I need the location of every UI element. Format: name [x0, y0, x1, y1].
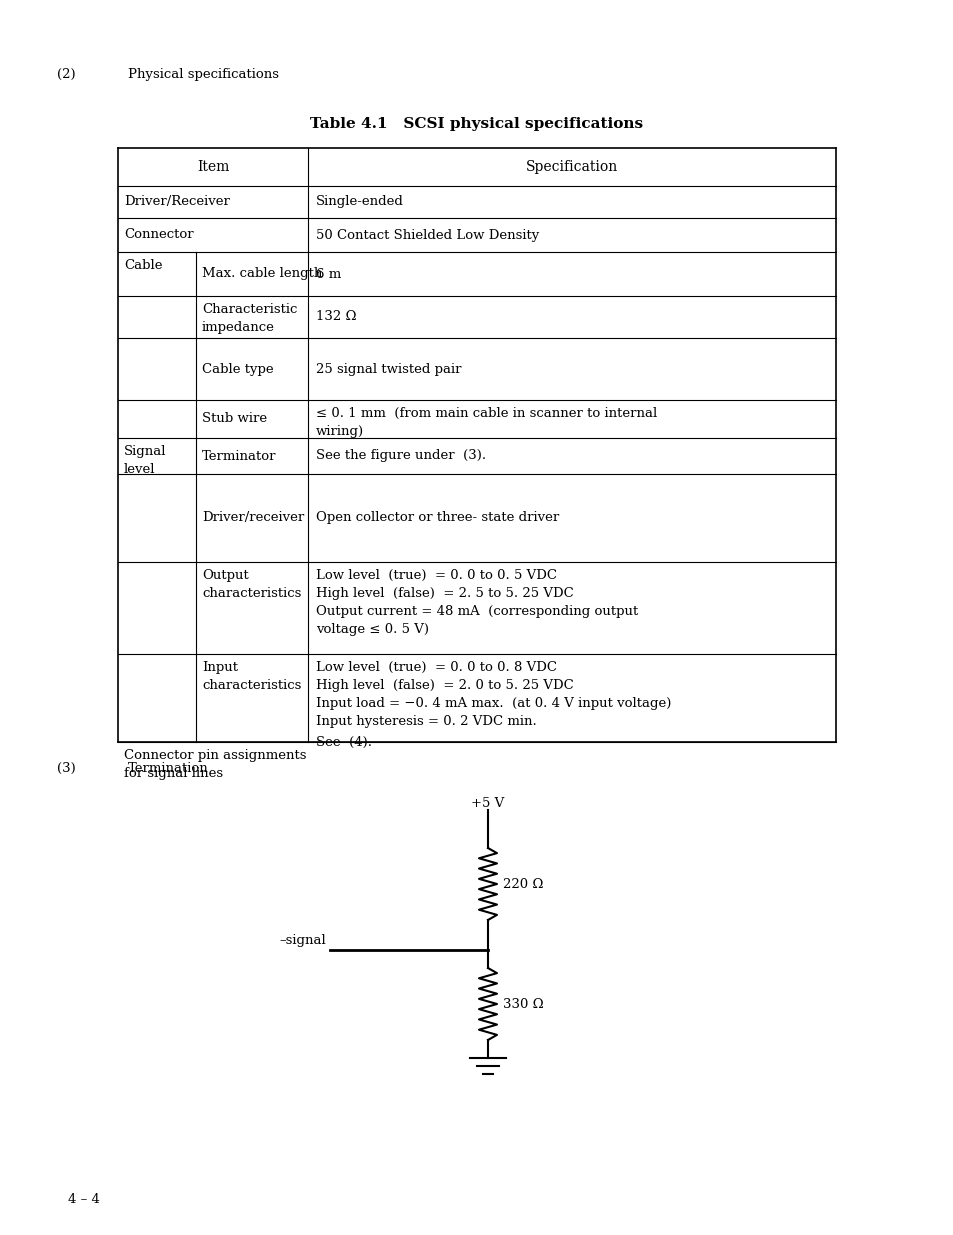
Text: ≤ 0. 1 mm  (from main cable in scanner to internal
wiring): ≤ 0. 1 mm (from main cable in scanner to… [315, 408, 657, 438]
Text: Low level  (true)  = 0. 0 to 0. 8 VDC
High level  (false)  = 2. 0 to 5. 25 VDC
I: Low level (true) = 0. 0 to 0. 8 VDC High… [315, 661, 671, 727]
Text: Table 4.1   SCSI physical specifications: Table 4.1 SCSI physical specifications [310, 117, 643, 131]
Text: 25 signal twisted pair: 25 signal twisted pair [315, 363, 461, 375]
Text: –signal: –signal [279, 934, 326, 947]
Text: Characteristic
impedance: Characteristic impedance [202, 303, 297, 333]
Text: Input
characteristics: Input characteristics [202, 661, 301, 692]
Text: Cable: Cable [124, 259, 162, 272]
Text: 132 Ω: 132 Ω [315, 310, 356, 324]
Text: Single-ended: Single-ended [315, 195, 403, 209]
Text: Signal
level: Signal level [124, 445, 167, 475]
Text: See  (4).: See (4). [315, 736, 372, 748]
Text: Connector: Connector [124, 228, 193, 242]
Text: 330 Ω: 330 Ω [502, 998, 543, 1010]
Text: Termination: Termination [128, 762, 209, 776]
Text: Output
characteristics: Output characteristics [202, 569, 301, 600]
Text: +5 V: +5 V [471, 797, 504, 810]
Text: Connector pin assignments
for signal lines: Connector pin assignments for signal lin… [124, 748, 306, 781]
Text: (2): (2) [57, 68, 75, 82]
Text: Driver/Receiver: Driver/Receiver [124, 195, 230, 209]
Text: See the figure under  (3).: See the figure under (3). [315, 450, 486, 462]
Text: 220 Ω: 220 Ω [502, 878, 543, 890]
Text: Item: Item [196, 161, 229, 174]
Text: 6 m: 6 m [315, 268, 341, 280]
Text: 50 Contact Shielded Low Density: 50 Contact Shielded Low Density [315, 228, 538, 242]
Text: Cable type: Cable type [202, 363, 274, 375]
Text: Max. cable length: Max. cable length [202, 268, 322, 280]
Text: (3): (3) [57, 762, 75, 776]
Text: Stub wire: Stub wire [202, 412, 267, 426]
Text: Terminator: Terminator [202, 450, 276, 462]
Text: Open collector or three- state driver: Open collector or three- state driver [315, 511, 558, 525]
Text: Specification: Specification [525, 161, 618, 174]
Text: Low level  (true)  = 0. 0 to 0. 5 VDC
High level  (false)  = 2. 5 to 5. 25 VDC
O: Low level (true) = 0. 0 to 0. 5 VDC High… [315, 569, 638, 636]
Text: 4 – 4: 4 – 4 [68, 1193, 100, 1207]
Text: Physical specifications: Physical specifications [128, 68, 278, 82]
Text: Driver/receiver: Driver/receiver [202, 511, 304, 525]
